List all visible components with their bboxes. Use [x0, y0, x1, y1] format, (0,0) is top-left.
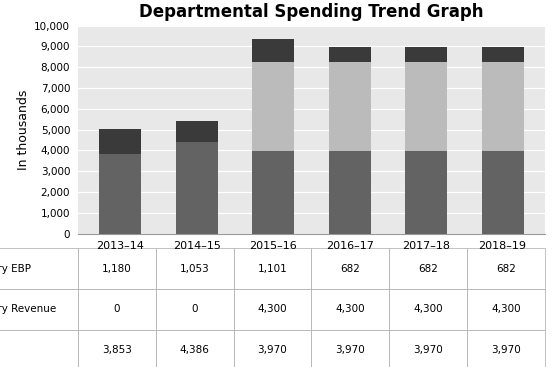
Bar	[176, 120, 217, 142]
Text: Statutory EBP: Statutory EBP	[0, 264, 31, 273]
Bar	[405, 47, 447, 62]
Bar	[0, 248, 78, 289]
Bar	[0, 289, 78, 330]
Bar	[252, 39, 294, 62]
Bar	[176, 142, 217, 234]
Bar	[481, 151, 524, 234]
Bar	[99, 129, 141, 153]
Bar	[252, 62, 294, 151]
Bar	[0, 330, 78, 367]
Bar	[329, 151, 371, 234]
Bar	[405, 151, 447, 234]
Bar	[329, 47, 371, 62]
Bar	[252, 151, 294, 234]
Bar	[99, 153, 141, 234]
Bar	[405, 62, 447, 151]
Text: Statutory EBP: Statutory EBP	[0, 264, 31, 273]
Bar	[329, 62, 371, 151]
Text: Statutory Revenue: Statutory Revenue	[0, 304, 56, 314]
Bar	[481, 47, 524, 62]
Title: Departmental Spending Trend Graph: Departmental Spending Trend Graph	[139, 3, 484, 21]
Bar	[481, 62, 524, 151]
Y-axis label: In thousands: In thousands	[17, 90, 30, 170]
Text: Statutory Revenue: Statutory Revenue	[0, 304, 56, 314]
